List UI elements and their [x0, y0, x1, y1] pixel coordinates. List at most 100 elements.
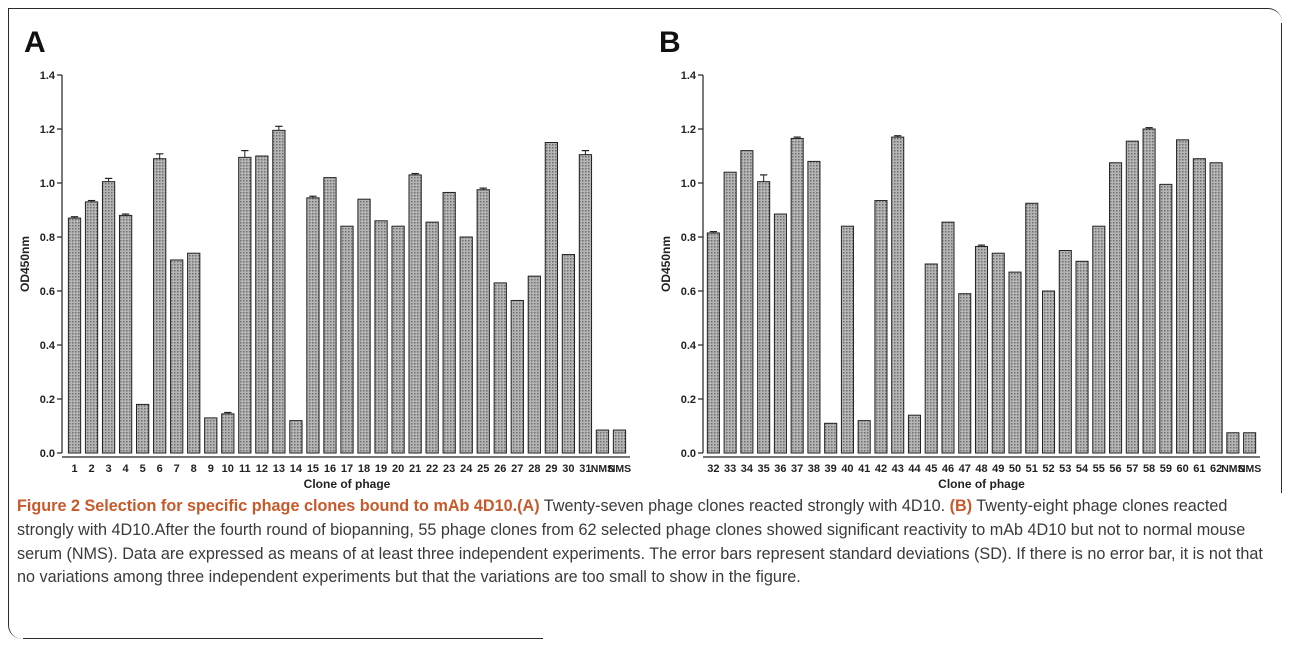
- frame-right-edge: [1281, 23, 1282, 493]
- panel-b-y-tick-label: 1.4: [681, 70, 697, 82]
- panel-b-y-tick-label: 0.8: [681, 232, 696, 244]
- panel-b-bar: [907, 414, 922, 454]
- panel-b-y-tick-label: 1.2: [681, 124, 696, 136]
- panel-b-x-tick-label: 60: [1176, 463, 1188, 475]
- panel-a-bar: [442, 191, 456, 454]
- panel-a-y-tick-label: 0.4: [40, 340, 56, 352]
- panel-a-bar: [84, 201, 99, 454]
- panel-a-y-tick-label: 0.0: [40, 448, 55, 460]
- panel-a-x-tick-label: 31: [579, 463, 591, 475]
- panel-a-bar: [238, 156, 252, 454]
- panel-a-bar: [595, 429, 610, 454]
- panel-a-bar: [544, 142, 558, 454]
- panel-b-bar: [1159, 183, 1173, 454]
- panel-b-y-tick-label: 0.6: [681, 286, 696, 298]
- panel-a-y-tick-label: 1.2: [40, 124, 55, 136]
- panel-a-bar: [510, 299, 524, 454]
- panel-b-x-tick-label: 40: [841, 463, 853, 475]
- panel-b-bar: [1075, 260, 1089, 454]
- chart-panel-b: B 0.0 0.2 0.4 0.6 0.8 1.0 1.2 1.4 OD450nm 32 33 34 35…: [659, 26, 1261, 490]
- figure-caption: Figure 2 Selection for specific phage cl…: [17, 495, 1272, 590]
- panel-b-bar: [1125, 140, 1139, 454]
- panel-b-bar: [824, 422, 838, 454]
- panel-b-y-axis-label: OD450nm: [659, 236, 673, 292]
- panel-a-bar: [408, 174, 422, 454]
- panel-a-x-tick-label: 3: [106, 463, 112, 475]
- panel-b-bar: [790, 137, 804, 454]
- panel-b-x-tick-label: 37: [791, 463, 803, 475]
- panel-b-bar: [740, 150, 754, 454]
- panel-a-x-tick-label: 17: [341, 463, 353, 475]
- panel-b-bar: [1226, 432, 1240, 454]
- panel-b-y-tick-label: 0.4: [681, 340, 697, 352]
- panel-a-y-tick-label: 0.8: [40, 232, 55, 244]
- panel-a-bar: [340, 225, 354, 454]
- panel-a-x-axis-label: Clone of phage: [304, 477, 391, 490]
- caption-text-a: Twenty-seven phage clones reacted strong…: [539, 497, 950, 515]
- caption-text-b: Twenty-eight phage clones reacted strong…: [17, 497, 1263, 587]
- panel-b-x-tick-label: 46: [942, 463, 954, 475]
- panel-b-bar: [1209, 162, 1223, 454]
- panel-a-x-tick-label: 19: [375, 463, 387, 475]
- panel-b-x-tick-label: 47: [959, 463, 971, 475]
- panel-a-bar: [578, 154, 593, 454]
- panel-a-x-tick-label: NMS: [591, 463, 614, 475]
- panel-a-x-tick-label: 24: [460, 463, 473, 475]
- panel-a-x-tick-label: 5: [140, 463, 146, 475]
- panel-b-x-tick-label: 59: [1160, 463, 1172, 475]
- panel-a-x-tick-label: NMS: [608, 463, 631, 475]
- panel-a-bar: [221, 413, 235, 454]
- panel-a-y-tick-label: 1.0: [40, 178, 55, 190]
- panel-a-x-tick-label: 10: [222, 463, 234, 475]
- panel-b-x-tick-label: 36: [774, 463, 786, 475]
- panel-b-y-tick-label: 0.2: [681, 394, 696, 406]
- panel-a-y-tick-label: 1.4: [40, 70, 56, 82]
- panel-a-label: A: [24, 26, 46, 59]
- panel-b-x-tick-label: 39: [825, 463, 837, 475]
- panel-b-bar: [991, 252, 1005, 454]
- panel-b-bar: [1092, 225, 1106, 454]
- panel-b-y-tick-label: 1.0: [681, 178, 696, 190]
- panel-a-bar: [323, 177, 337, 454]
- panel-b-bar: [840, 225, 854, 454]
- panel-a-x-tick-label: 9: [208, 463, 214, 475]
- panel-a-x-tick-label: 13: [273, 463, 285, 475]
- panel-a-x-tick-label: 21: [409, 463, 421, 475]
- panel-b-x-tick-label: 50: [1009, 463, 1021, 475]
- panel-b-x-axis-label: Clone of phage: [938, 477, 1025, 490]
- panel-b-x-tick-label: 49: [992, 463, 1004, 475]
- panel-a-x-tick-label: 29: [545, 463, 557, 475]
- panel-b-x-tick-label: 51: [1026, 463, 1038, 475]
- panel-a-bar: [289, 420, 303, 454]
- panel-b-bar: [1109, 162, 1123, 454]
- panel-a-x-tick-label: 2: [88, 463, 94, 475]
- panel-a-bar: [561, 254, 576, 454]
- panel-a-x-tick-label: 11: [239, 463, 251, 475]
- panel-b-y-tick-label: 0.0: [681, 448, 696, 460]
- panel-b-bar: [807, 160, 821, 454]
- frame-bottom-edge: [23, 638, 543, 639]
- panel-b-bar: [706, 232, 720, 454]
- panel-b-bar: [1192, 158, 1206, 454]
- panel-a-bar: [306, 197, 320, 454]
- panel-a-x-tick-label: 8: [191, 463, 197, 475]
- panel-b-x-tick-label: 48: [975, 463, 987, 475]
- panel-b-bar: [958, 293, 972, 454]
- panel-a-y-tick-label: 0.2: [40, 394, 55, 406]
- panel-b-bar: [891, 136, 905, 454]
- panel-a-y-axis-label: OD450nm: [18, 236, 32, 292]
- panel-a-x-tick-label: 4: [123, 463, 130, 475]
- panel-a-x-tick-label: 30: [562, 463, 574, 475]
- panel-b-x-tick-label: 34: [741, 463, 754, 475]
- panel-a-bar: [153, 158, 167, 454]
- panel-b-label: B: [659, 26, 681, 59]
- panel-b-bar: [757, 181, 771, 454]
- panel-a-bar: [374, 220, 388, 454]
- panel-b-bar: [874, 200, 888, 454]
- panel-a-x-tick-label: 15: [307, 463, 319, 475]
- panel-b-bar: [723, 171, 737, 454]
- panel-b-x-tick-label: 38: [808, 463, 820, 475]
- panel-a-x-tick-label: 27: [511, 463, 523, 475]
- panel-a-bar: [425, 221, 439, 454]
- panel-b-bar: [941, 221, 955, 454]
